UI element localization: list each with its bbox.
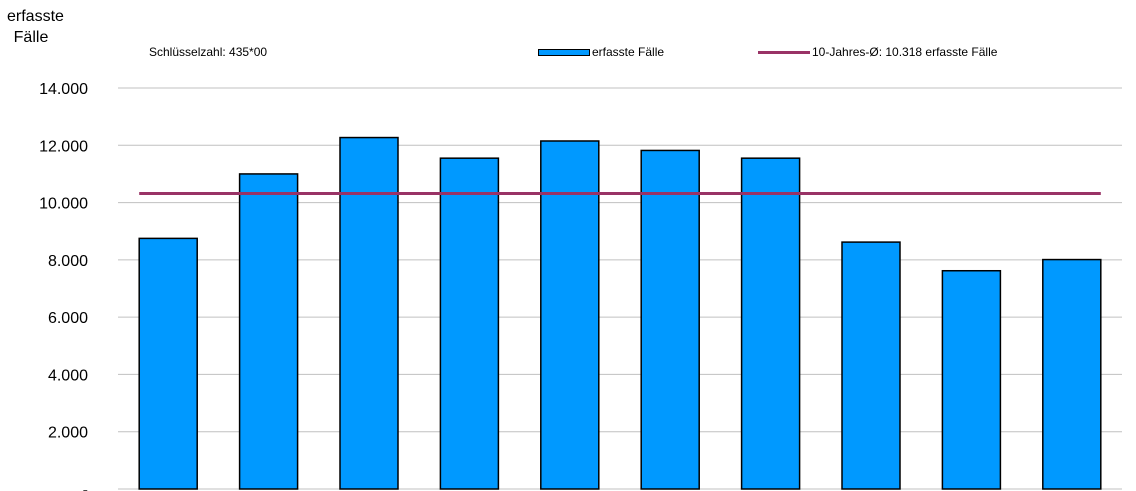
y-axis-label: erfasste Fälle bbox=[7, 8, 64, 46]
y-tick-label: 8.000 bbox=[48, 253, 88, 270]
key-number-label: Schlüsselzahl: 435*00 bbox=[149, 45, 268, 59]
legend-item-average: 10-Jahres-Ø: 10.318 erfasste Fälle bbox=[758, 45, 997, 59]
legend-label-average: 10-Jahres-Ø: 10.318 erfasste Fälle bbox=[812, 45, 998, 59]
y-tick-label: 2.000 bbox=[48, 425, 88, 442]
legend-label-cases: erfasste Fälle bbox=[592, 45, 665, 59]
y-tick-label: 14.000 bbox=[39, 81, 88, 98]
legend-line-swatch bbox=[758, 50, 810, 54]
bar bbox=[138, 237, 198, 490]
bar bbox=[841, 241, 901, 490]
y-tick-label: 4.000 bbox=[48, 367, 88, 384]
legend-bar-swatch bbox=[538, 48, 590, 56]
bar bbox=[740, 157, 801, 490]
legend-item-cases: erfasste Fälle bbox=[538, 45, 664, 59]
bar bbox=[439, 157, 500, 490]
bar bbox=[640, 149, 700, 490]
y-tick-label: 10.000 bbox=[39, 196, 88, 213]
bar bbox=[339, 136, 399, 490]
y-tick-label: 6.000 bbox=[48, 310, 88, 327]
y-tick-label: 12.000 bbox=[39, 138, 88, 155]
bar bbox=[941, 269, 1002, 490]
bar bbox=[238, 173, 299, 490]
y-tick-label: - bbox=[83, 482, 88, 491]
bar bbox=[1042, 258, 1102, 490]
bar bbox=[540, 140, 600, 490]
